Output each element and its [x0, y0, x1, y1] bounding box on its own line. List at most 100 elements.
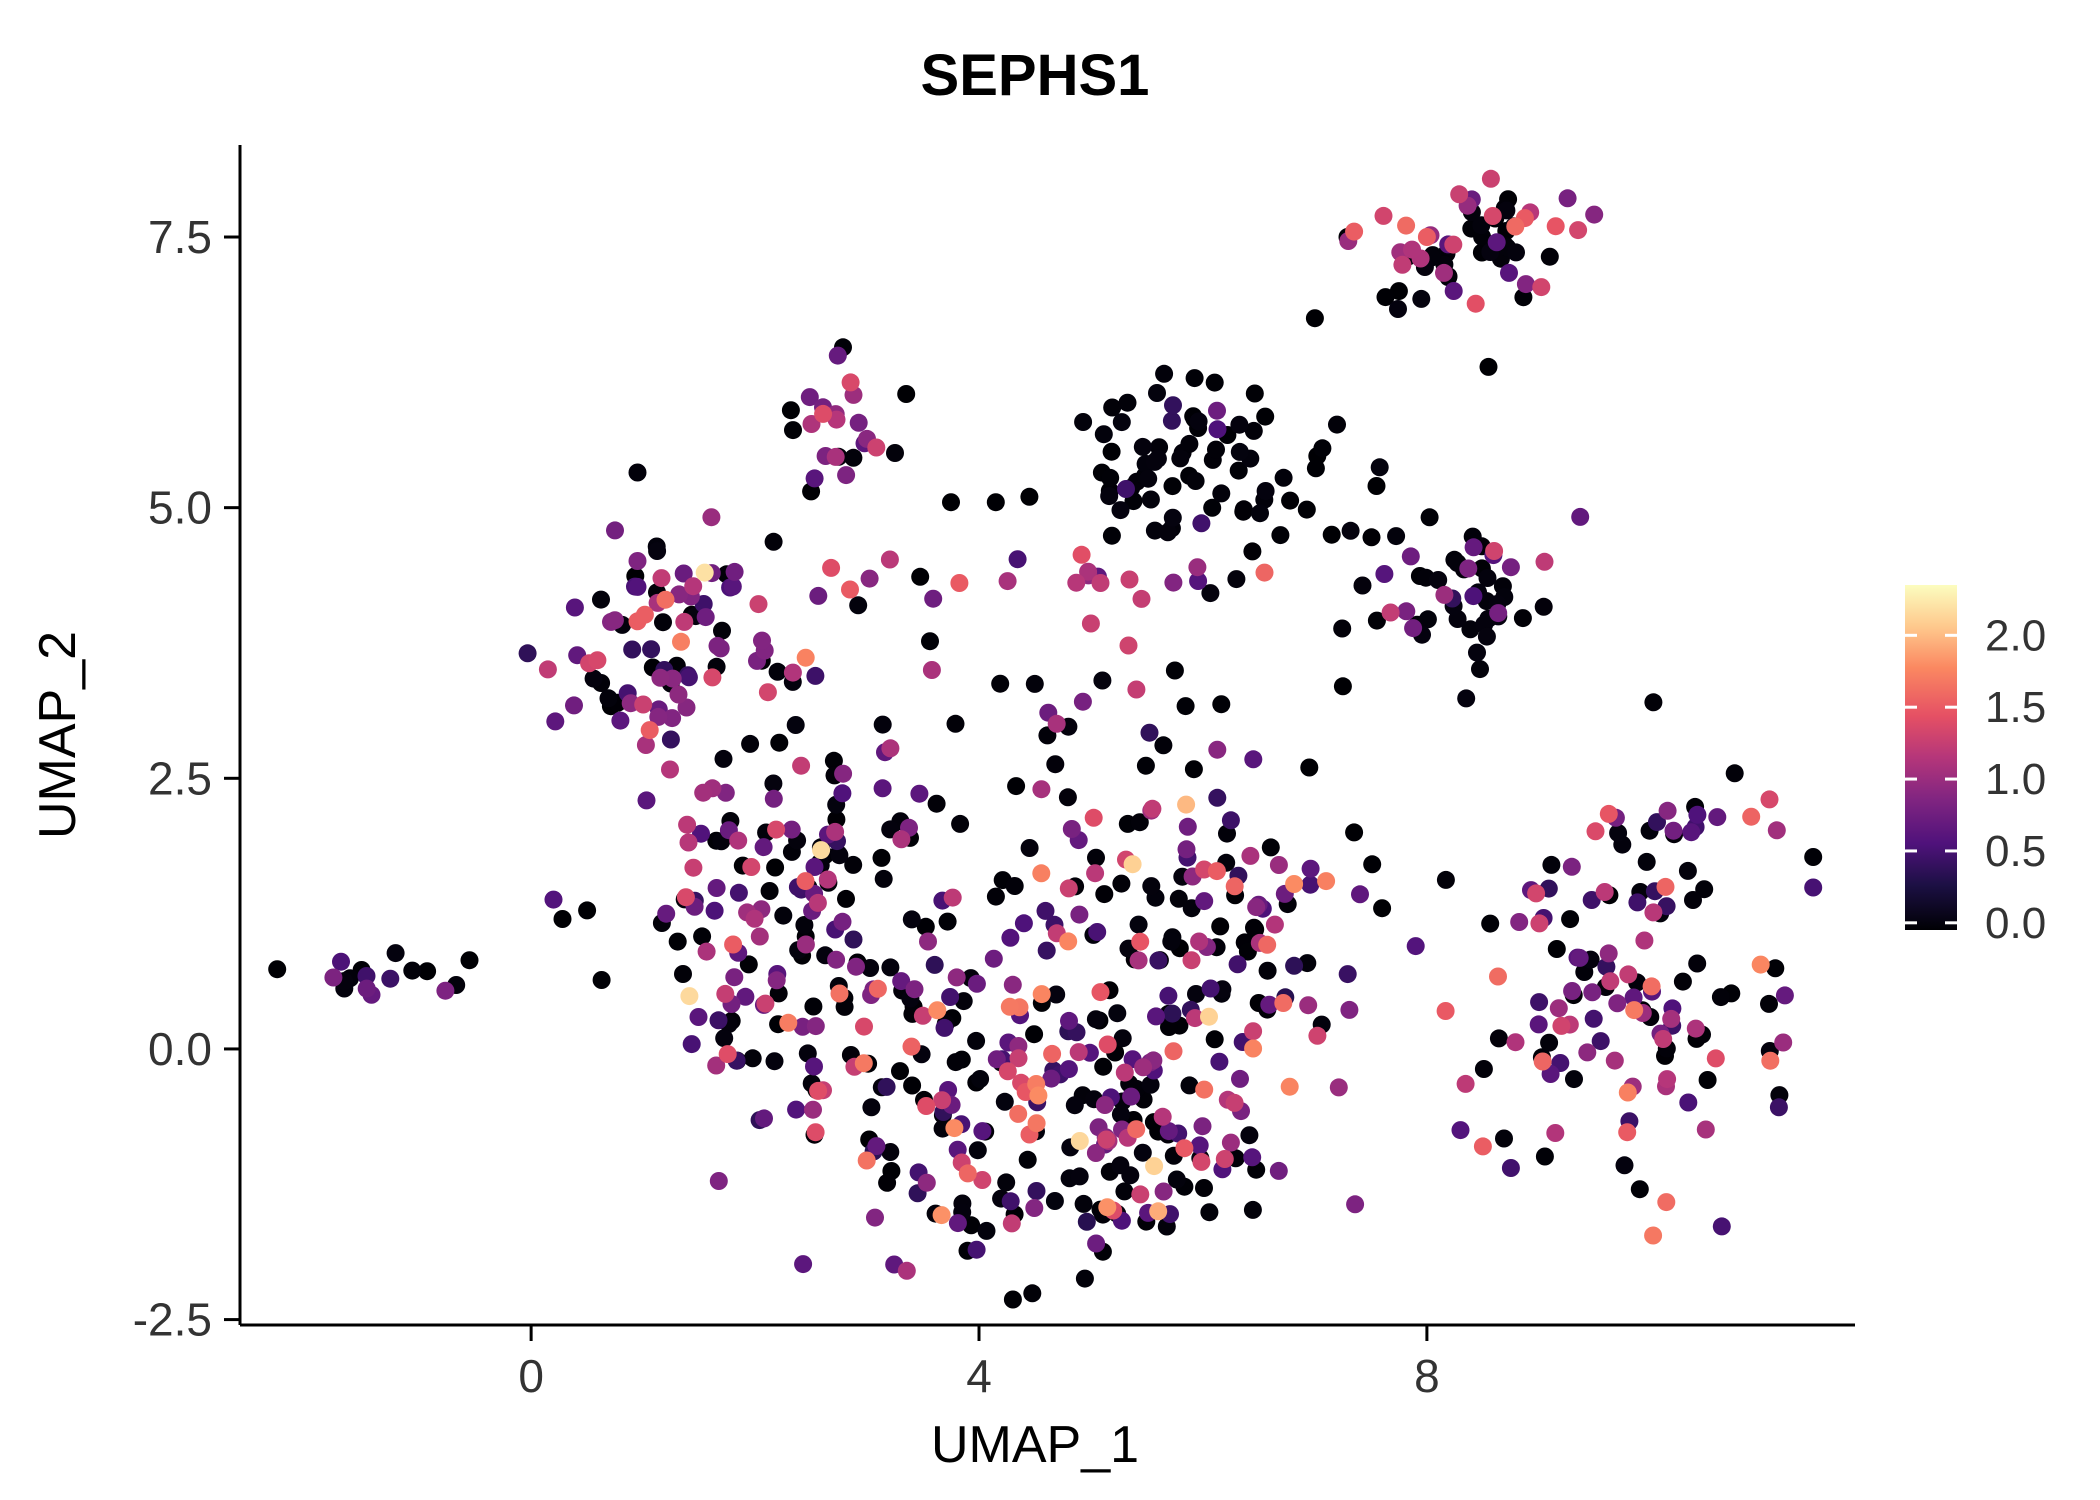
data-point — [1081, 614, 1100, 633]
data-point — [881, 1143, 900, 1161]
data-point — [1215, 1150, 1234, 1168]
data-point — [1165, 661, 1184, 680]
data-point — [651, 668, 670, 687]
data-point — [1111, 1156, 1130, 1175]
data-point — [792, 756, 811, 775]
data-point — [1077, 1212, 1096, 1231]
data-point — [1301, 859, 1320, 878]
data-point — [1274, 468, 1293, 487]
data-point — [935, 1018, 954, 1037]
data-point — [1569, 221, 1588, 240]
data-point — [1658, 1070, 1677, 1089]
data-point — [1025, 1199, 1044, 1217]
data-point — [1244, 750, 1263, 769]
data-point — [1338, 965, 1357, 984]
data-point — [1163, 508, 1182, 527]
data-point — [967, 1031, 986, 1050]
data-point — [868, 979, 887, 998]
data-point — [697, 942, 716, 961]
data-point — [1530, 914, 1549, 933]
data-point — [897, 385, 916, 403]
data-point — [849, 596, 868, 615]
data-point — [1047, 714, 1066, 733]
data-point — [546, 712, 565, 731]
data-point — [892, 830, 911, 849]
data-point — [1186, 472, 1205, 490]
data-point — [924, 589, 943, 608]
data-point — [1140, 723, 1159, 742]
data-point — [1346, 1195, 1365, 1214]
data-point — [881, 958, 900, 977]
data-point — [1654, 1030, 1673, 1048]
data-point — [725, 968, 744, 987]
data-point — [1069, 1043, 1088, 1062]
data-point — [1132, 589, 1151, 608]
data-point — [724, 935, 743, 954]
data-point — [1088, 923, 1107, 941]
data-point — [1317, 872, 1336, 891]
data-point — [1211, 917, 1230, 936]
data-point — [680, 987, 699, 1006]
data-point — [1706, 1049, 1725, 1068]
data-point — [1695, 880, 1714, 899]
data-point — [867, 1137, 886, 1156]
data-point — [861, 959, 880, 977]
data-point — [1203, 498, 1222, 517]
data-point — [1245, 918, 1263, 937]
data-point — [784, 421, 802, 440]
data-point — [679, 668, 698, 687]
data-point — [1662, 1009, 1681, 1028]
data-point — [381, 969, 400, 988]
data-point — [841, 373, 860, 392]
data-point — [796, 648, 815, 667]
data-point — [1208, 740, 1227, 759]
data-point — [1370, 458, 1389, 477]
data-point — [708, 636, 727, 655]
data-point — [1497, 201, 1516, 220]
data-point — [1328, 415, 1346, 434]
data-point — [1630, 1180, 1649, 1199]
data-point — [946, 1053, 965, 1072]
data-point — [1094, 1057, 1113, 1076]
data-point — [756, 994, 775, 1013]
data-point — [1074, 413, 1093, 431]
data-point — [1485, 542, 1504, 560]
data-point — [1185, 369, 1204, 388]
data-point — [1221, 811, 1240, 830]
data-point — [804, 997, 823, 1016]
data-point — [1175, 1139, 1194, 1158]
data-point — [877, 1077, 896, 1096]
data-point — [828, 346, 847, 365]
data-point — [947, 968, 966, 987]
data-point — [642, 640, 661, 659]
data-point — [1618, 1123, 1637, 1142]
data-point — [1007, 777, 1026, 796]
data-point — [951, 814, 970, 833]
data-point — [808, 893, 827, 912]
data-point — [1481, 914, 1500, 933]
data-point — [913, 1006, 932, 1025]
data-point — [553, 910, 572, 928]
data-point — [599, 689, 618, 708]
data-point — [910, 784, 929, 803]
data-point — [1374, 206, 1393, 225]
data-point — [709, 1172, 728, 1190]
data-point — [538, 660, 557, 679]
data-point — [1129, 951, 1148, 970]
data-point — [755, 1109, 773, 1128]
data-point — [1111, 501, 1130, 520]
data-point — [1599, 804, 1618, 823]
data-point — [1751, 955, 1770, 974]
data-point — [1256, 482, 1275, 500]
data-point — [1042, 1069, 1061, 1088]
data-point — [862, 1098, 881, 1117]
data-point — [1072, 545, 1091, 564]
data-point — [826, 822, 845, 841]
data-point — [1679, 1093, 1698, 1112]
data-point — [1341, 521, 1360, 540]
data-point — [941, 988, 960, 1006]
data-point — [1586, 822, 1605, 841]
data-point — [1032, 864, 1051, 883]
data-point — [1187, 985, 1205, 1003]
